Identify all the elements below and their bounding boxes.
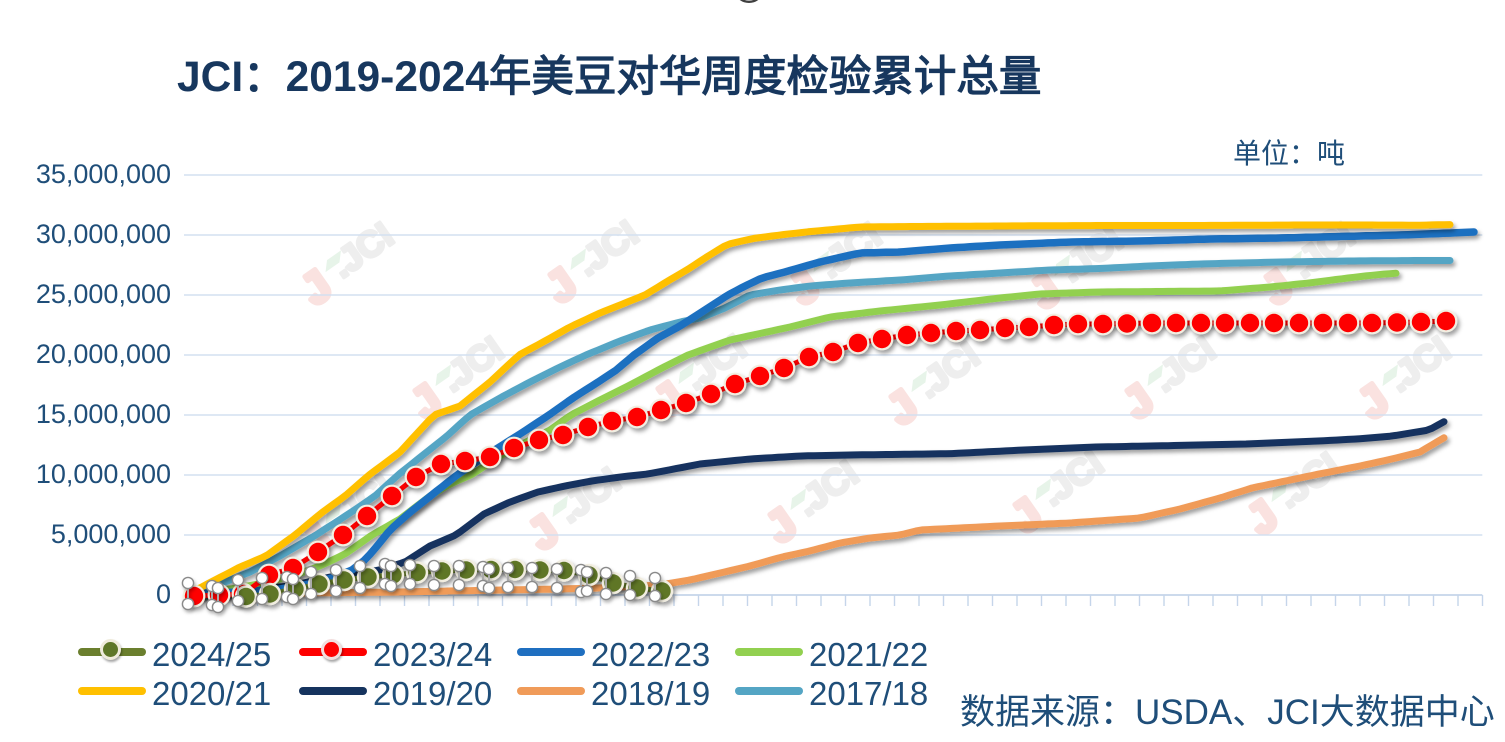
svg-text:.JCI: .JCI xyxy=(323,214,401,285)
svg-text:J: J xyxy=(519,506,567,560)
svg-text:J: J xyxy=(1114,375,1162,429)
svg-text:.JCI: .JCI xyxy=(909,334,987,405)
svg-text:J: J xyxy=(878,381,926,435)
svg-text:J: J xyxy=(537,259,585,313)
svg-text:.JCI: .JCI xyxy=(550,459,628,530)
svg-text:J: J xyxy=(1349,375,1397,429)
svg-text:.JCI: .JCI xyxy=(788,452,866,523)
svg-text:.JCI: .JCI xyxy=(568,212,646,283)
svg-text:J: J xyxy=(757,499,805,553)
svg-text:J: J xyxy=(292,261,340,315)
svg-text:.JCI: .JCI xyxy=(1380,328,1458,399)
svg-text:.JCI: .JCI xyxy=(1033,442,1111,513)
svg-text:J: J xyxy=(1238,491,1286,545)
svg-text:.JCI: .JCI xyxy=(1145,328,1223,399)
svg-text:.JCI: .JCI xyxy=(433,328,511,399)
